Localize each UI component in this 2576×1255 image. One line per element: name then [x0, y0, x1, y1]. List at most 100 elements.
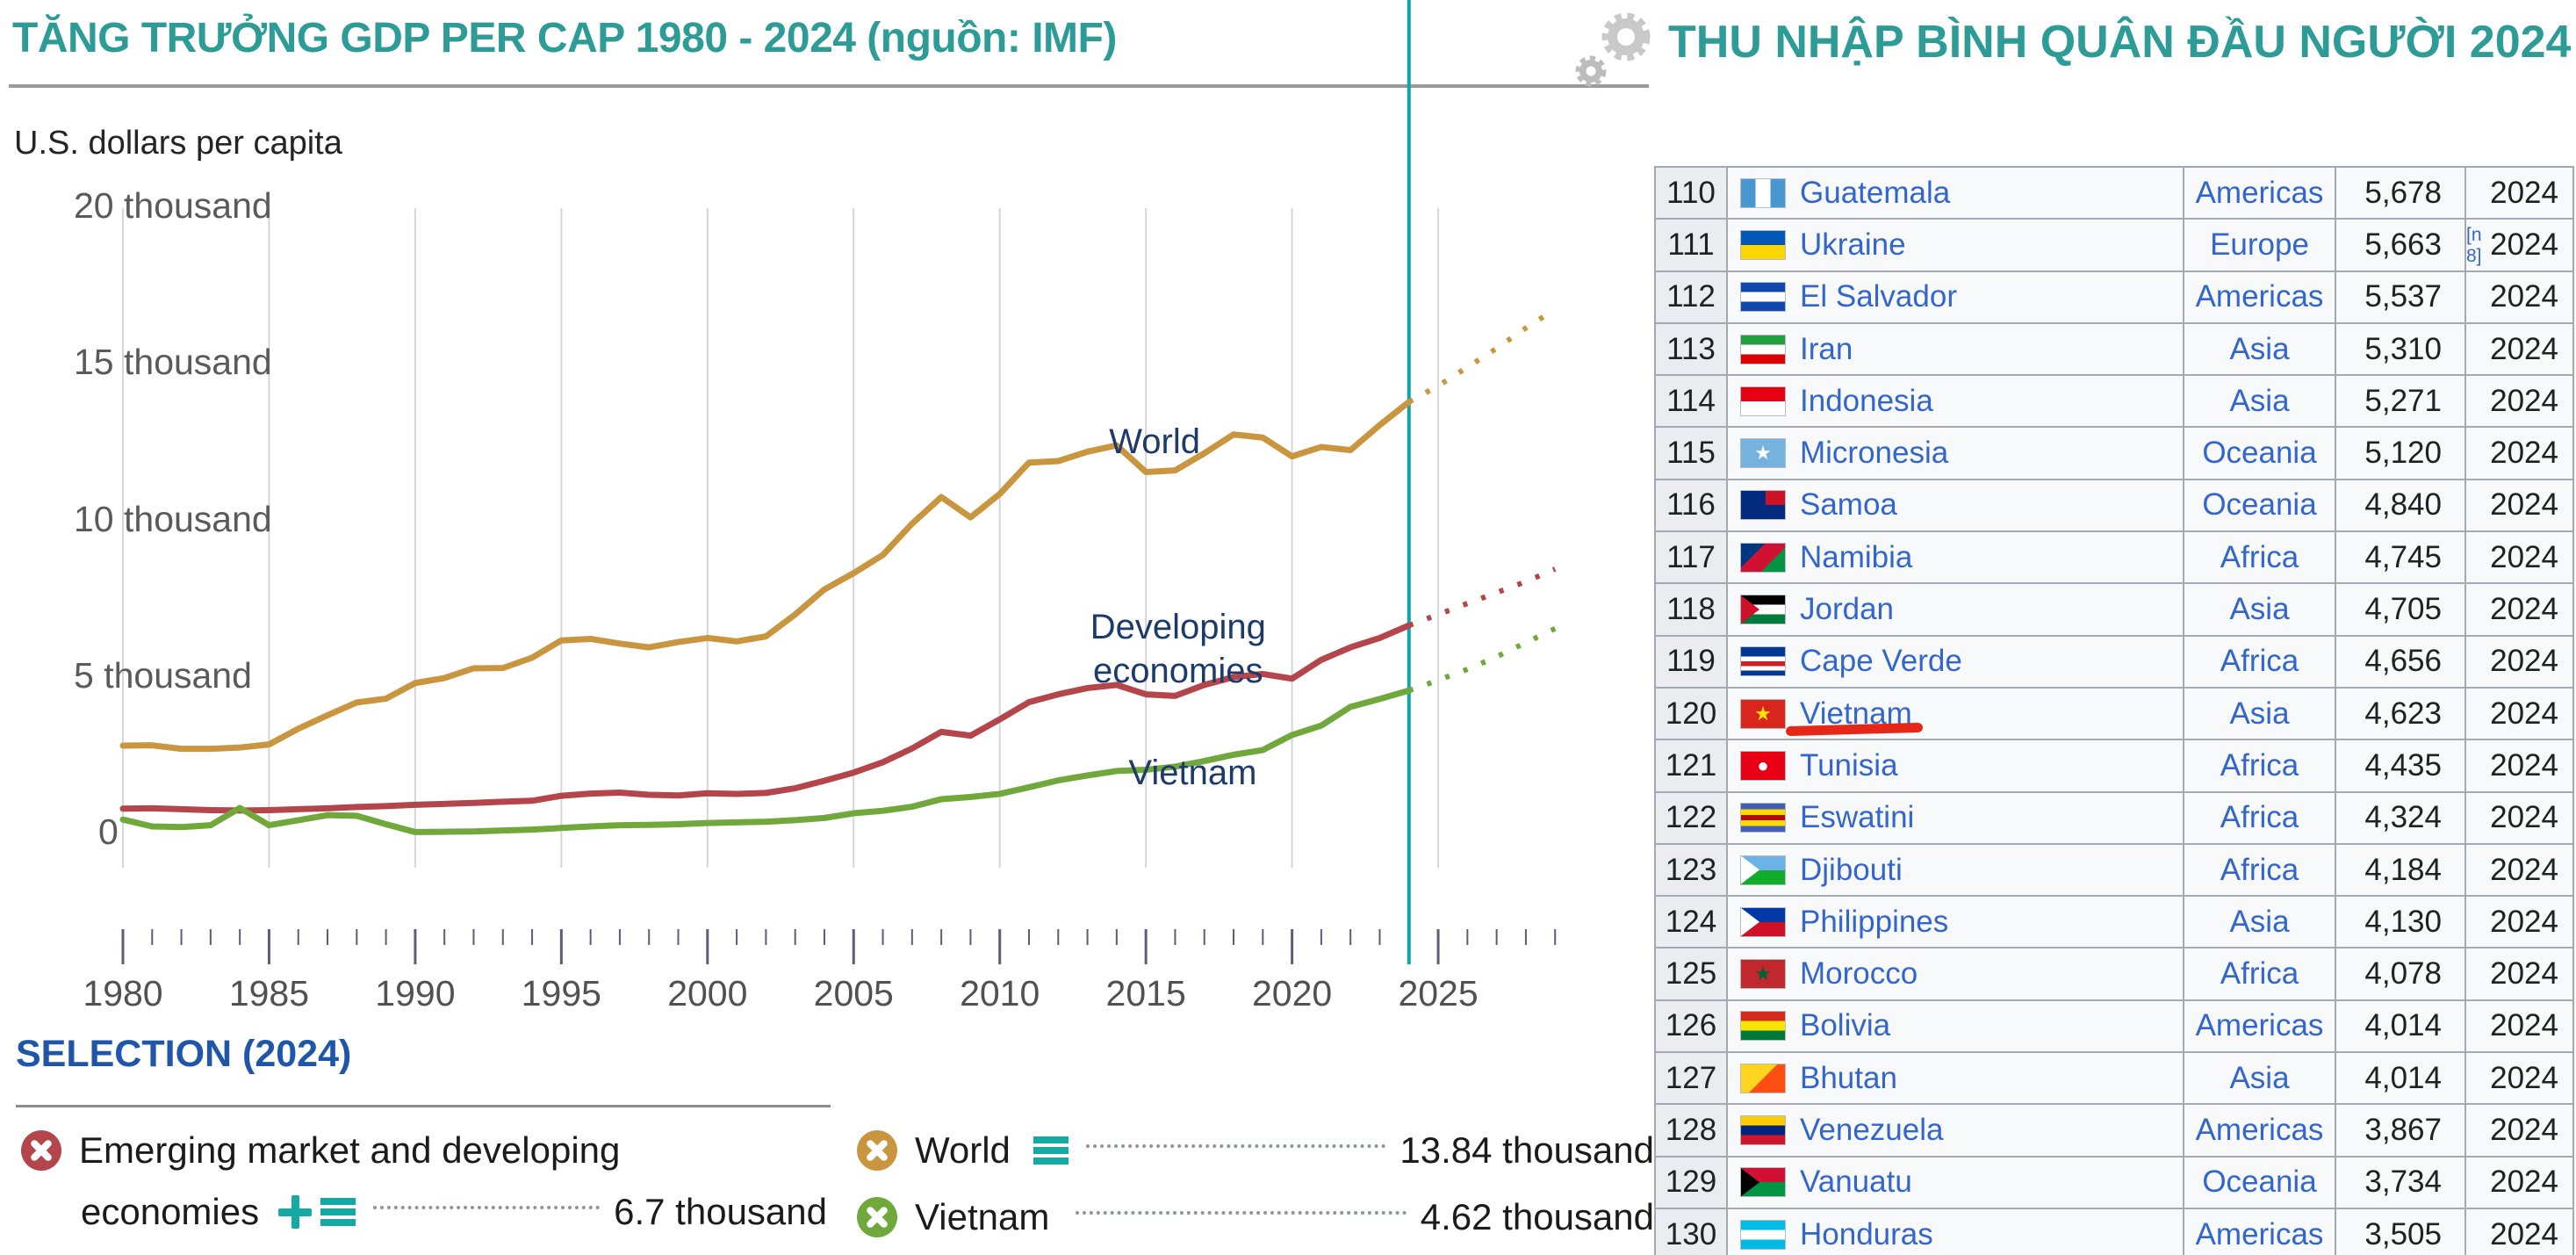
region-link[interactable]: Asia [2229, 904, 2290, 939]
region-link[interactable]: Americas [2195, 279, 2324, 314]
region-link[interactable]: Asia [2229, 696, 2290, 731]
region-link[interactable]: Africa [2220, 644, 2299, 679]
flag-icon-vanuatu [1740, 1167, 1786, 1198]
region-link[interactable]: Africa [2220, 852, 2299, 887]
country-link[interactable]: Venezuela [1800, 1112, 1944, 1147]
country-link[interactable]: Eswatini [1800, 800, 1915, 835]
value-cell: 4,435 [2336, 740, 2466, 791]
y-tick-label: 5 thousand [74, 654, 252, 696]
rank-cell: 130 [1656, 1208, 1728, 1255]
rank-cell: 127 [1656, 1053, 1728, 1104]
year-cell: 2024 [2466, 948, 2574, 999]
year-cell: 2024 [2466, 1105, 2574, 1156]
region-link[interactable]: Africa [2220, 956, 2299, 992]
country-link[interactable]: Iran [1800, 331, 1853, 366]
table-row-113: 113 Iran Asia 5,310 2024 [1656, 323, 2574, 377]
region-link[interactable]: Africa [2220, 800, 2299, 835]
country-cell: ★ Morocco [1728, 948, 2184, 999]
series-line-emerging-market-and-developing-economies[interactable] [119, 622, 1413, 814]
rank-cell: 110 [1656, 168, 1728, 219]
country-link[interactable]: Bhutan [1800, 1060, 1897, 1095]
table-row-127: 127 Bhutan Asia 4,014 2024 [1656, 1053, 2574, 1106]
flag-icon-morocco: ★ [1740, 959, 1786, 990]
region-cell: Africa [2184, 636, 2336, 687]
flag-icon-guatemala [1740, 177, 1786, 208]
value-cell: 4,324 [2336, 792, 2466, 843]
region-cell: Americas [2184, 1105, 2336, 1156]
country-link[interactable]: El Salvador [1800, 279, 1957, 314]
region-link[interactable]: Oceania [2202, 487, 2317, 523]
series-line-vietnam[interactable] [119, 687, 1413, 835]
region-cell: Asia [2184, 1053, 2336, 1104]
gdp-line-chart[interactable] [0, 0, 1651, 1036]
region-link[interactable]: Africa [2220, 539, 2299, 574]
dotted-leader [1085, 1143, 1386, 1148]
country-cell: Philippines [1728, 897, 2184, 948]
country-link[interactable]: Morocco [1800, 956, 1918, 992]
add-series-icon[interactable] [278, 1195, 313, 1229]
region-cell: Asia [2184, 584, 2336, 635]
table-row-112: 112 El Salvador Americas 5,537 2024 [1656, 271, 2574, 324]
region-cell: Europe [2184, 220, 2336, 270]
series-menu-icon[interactable] [1033, 1136, 1069, 1165]
country-link[interactable]: Samoa [1800, 487, 1897, 523]
rank-cell: 118 [1656, 584, 1728, 635]
selection-item-label: Vietnam [915, 1196, 1050, 1237]
value-cell: 4,745 [2336, 532, 2466, 583]
country-link[interactable]: Ukraine [1800, 227, 1906, 262]
country-link[interactable]: Micronesia [1800, 436, 1949, 471]
year-cell: 2024 [2466, 532, 2574, 583]
flag-icon-bhutan [1740, 1063, 1786, 1093]
table-row-114: 114 Indonesia Asia 5,271 2024 [1656, 376, 2574, 429]
country-cell: ★ Vietnam [1728, 688, 2184, 739]
remove-series-icon[interactable] [21, 1130, 61, 1171]
country-link[interactable]: Jordan [1800, 592, 1895, 627]
table-title: THU NHẬP BÌNH QUÂN ĐẦU NGƯỜI 2024 [1668, 17, 2572, 68]
region-link[interactable]: Asia [2229, 1060, 2290, 1095]
region-cell: Africa [2184, 948, 2336, 999]
footnote-link[interactable]: [n 8] [2466, 225, 2482, 267]
region-link[interactable]: Europe [2210, 227, 2309, 262]
country-link[interactable]: Guatemala [1800, 175, 1951, 210]
country-link[interactable]: Djibouti [1800, 852, 1903, 887]
x-tick-label: 2015 [1105, 973, 1186, 1013]
region-link[interactable]: Oceania [2202, 436, 2317, 471]
value-cell: 4,705 [2336, 584, 2466, 635]
series-menu-icon[interactable] [320, 1198, 356, 1226]
country-link[interactable]: Cape Verde [1800, 644, 1962, 679]
flag-icon-cape-verde [1740, 646, 1786, 677]
x-tick-label: 2010 [960, 973, 1040, 1013]
region-link[interactable]: Asia [2229, 331, 2290, 366]
region-link[interactable]: Americas [2195, 1216, 2324, 1251]
country-link[interactable]: Bolivia [1800, 1008, 1891, 1043]
region-link[interactable]: Oceania [2202, 1165, 2317, 1200]
rank-cell: 126 [1656, 1000, 1728, 1052]
region-link[interactable]: Africa [2220, 747, 2299, 783]
value-cell: 3,505 [2336, 1208, 2466, 1255]
country-link[interactable]: Vanuatu [1800, 1165, 1912, 1200]
region-cell: Africa [2184, 740, 2336, 791]
region-link[interactable]: Americas [2195, 175, 2324, 210]
selection-item-emerging-line2: economies 6.7 thousand [81, 1191, 827, 1233]
forecast-line-vietnam [1407, 626, 1557, 694]
region-link[interactable]: Americas [2195, 1112, 2324, 1147]
series-line-world[interactable] [119, 399, 1413, 753]
flag-icon-ukraine [1740, 229, 1786, 260]
country-link[interactable]: Indonesia [1800, 383, 1933, 418]
country-link[interactable]: Honduras [1800, 1216, 1933, 1251]
year-cell: 2024 [2466, 740, 2574, 791]
table-row-129: 129 Vanuatu Oceania 3,734 2024 [1656, 1157, 2574, 1209]
x-tick-label: 1985 [228, 973, 310, 1013]
country-link[interactable]: Philippines [1800, 904, 1949, 939]
region-link[interactable]: Americas [2195, 1008, 2324, 1043]
country-link[interactable]: Tunisia [1800, 747, 1898, 783]
region-link[interactable]: Asia [2229, 592, 2290, 627]
country-cell: Guatemala [1728, 168, 2184, 219]
table-row-126: 126 Bolivia Americas 4,014 2024 [1656, 1000, 2574, 1054]
remove-series-icon[interactable] [857, 1130, 897, 1171]
country-link[interactable]: Namibia [1800, 539, 1913, 574]
remove-series-icon[interactable] [857, 1197, 897, 1237]
y-tick-label: 15 thousand [74, 342, 272, 383]
country-cell: El Salvador [1728, 271, 2184, 322]
region-link[interactable]: Asia [2229, 383, 2290, 418]
